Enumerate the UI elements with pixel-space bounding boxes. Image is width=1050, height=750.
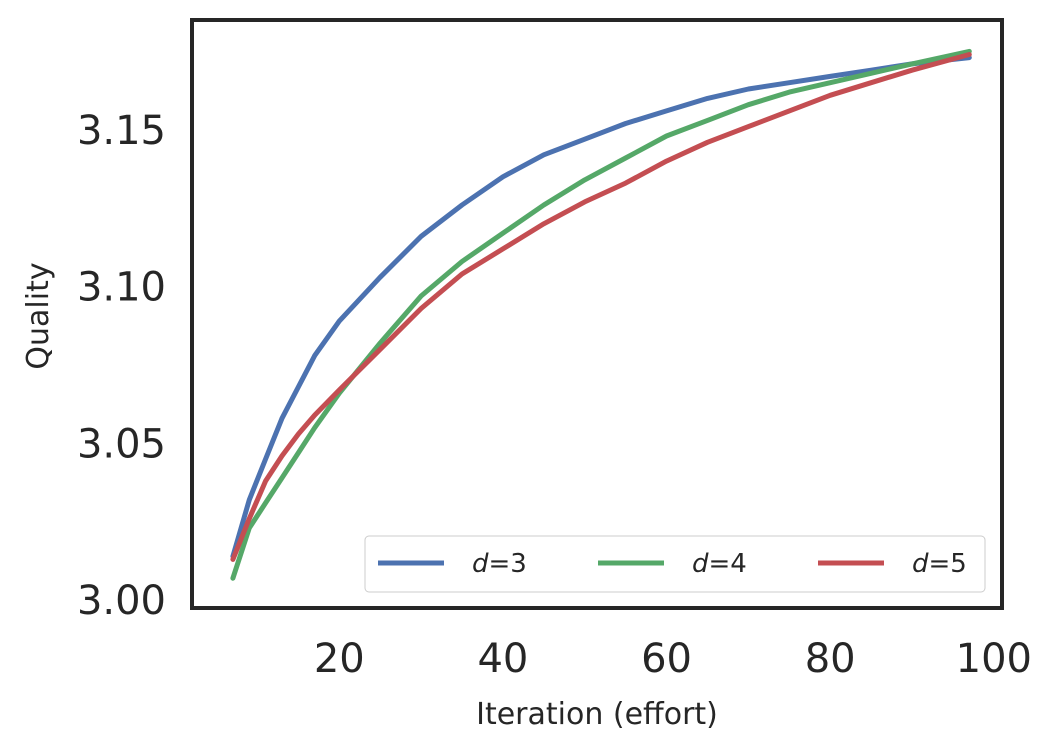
legend-label-2: d=4 bbox=[692, 549, 747, 579]
series-line-1 bbox=[230, 55, 972, 559]
plot-frame bbox=[190, 18, 1004, 610]
x-tick-labels: 20 40 60 80 100 bbox=[314, 636, 1032, 682]
y-tick-label: 3.00 bbox=[77, 578, 166, 624]
x-tick-label: 20 bbox=[314, 636, 365, 682]
x-tick-label: 60 bbox=[641, 636, 692, 682]
series-layer bbox=[230, 48, 972, 581]
y-tick-label: 3.05 bbox=[77, 421, 166, 467]
series-line-3 bbox=[230, 52, 972, 562]
x-tick-label: 40 bbox=[477, 636, 528, 682]
series-line-2 bbox=[230, 48, 972, 581]
y-tick-labels: 3.00 3.05 3.10 3.15 bbox=[77, 108, 166, 624]
legend-label-3: d=5 bbox=[912, 549, 967, 579]
x-tick-label: 80 bbox=[805, 636, 856, 682]
legend-box bbox=[364, 535, 986, 593]
legend: d=3 d=4 d=5 bbox=[364, 535, 986, 593]
x-axis-label: Iteration (effort) bbox=[476, 697, 718, 732]
legend-label-1: d=3 bbox=[472, 549, 527, 579]
x-tick-label: 100 bbox=[956, 636, 1032, 682]
y-axis-label: Quality bbox=[21, 262, 56, 369]
y-tick-label: 3.15 bbox=[77, 108, 166, 154]
y-tick-label: 3.10 bbox=[77, 265, 166, 311]
